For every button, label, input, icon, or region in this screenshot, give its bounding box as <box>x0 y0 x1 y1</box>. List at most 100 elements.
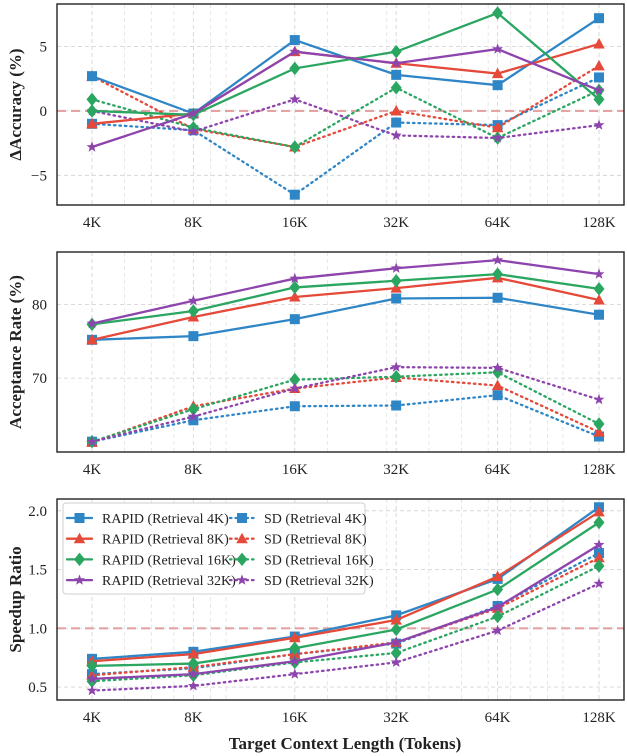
series-rapid-retrieval-16k- <box>86 6 605 122</box>
data-point <box>390 656 402 667</box>
legend-item: SD (Retrieval 32K) <box>228 574 374 589</box>
data-point <box>492 292 503 303</box>
data-point <box>492 43 504 54</box>
data-point <box>86 141 98 152</box>
data-point <box>390 646 402 660</box>
series-rapid-retrieval-16k- <box>86 515 605 673</box>
legend-item: SD (Retrieval 16K) <box>228 552 374 568</box>
series-line <box>90 11 601 116</box>
data-point <box>492 362 504 373</box>
legend-item: RAPID (Retrieval 32K) <box>65 574 236 589</box>
panel-2: 4K 8K 16K 32K 64K 128K 70 80 Acceptance Rate (%) <box>6 251 625 478</box>
data-point <box>492 80 503 91</box>
y-tick-label: 0.5 <box>28 680 47 696</box>
data-point <box>492 390 503 401</box>
x-tick-label: 16K <box>282 710 308 726</box>
legend-item: RAPID (Retrieval 4K) <box>65 512 229 527</box>
x-tick-label: 32K <box>383 462 409 478</box>
data-point <box>391 117 402 128</box>
data-point <box>289 272 301 284</box>
data-point <box>86 92 98 107</box>
y-tick-label: 70 <box>32 371 47 387</box>
data-point <box>289 401 300 412</box>
data-point <box>492 601 504 612</box>
data-point <box>86 317 98 329</box>
x-tick-label: 64K <box>485 710 511 726</box>
series-sd-retrieval-32k- <box>86 361 605 447</box>
data-point <box>390 369 402 384</box>
data-point <box>593 539 605 550</box>
y-tick-label: 2.0 <box>28 504 47 520</box>
star-marker-icon <box>236 574 248 585</box>
data-point <box>289 45 301 57</box>
data-point <box>87 71 97 82</box>
data-point <box>187 125 199 137</box>
x-tick-label: 4K <box>83 710 102 726</box>
legend-box <box>62 502 366 595</box>
data-point <box>492 582 504 597</box>
x-tick-label: 4K <box>83 462 102 478</box>
data-point <box>492 132 504 143</box>
data-point <box>492 6 504 20</box>
data-point <box>594 309 604 320</box>
data-point <box>289 655 301 666</box>
data-point <box>391 400 402 411</box>
diamond-marker-icon <box>74 552 85 567</box>
data-point <box>187 668 199 679</box>
data-point <box>86 684 98 696</box>
data-point <box>593 119 605 130</box>
x-tick-label: 32K <box>383 710 409 726</box>
data-point <box>390 361 402 372</box>
data-point <box>492 254 504 265</box>
data-point <box>187 295 199 306</box>
data-point <box>187 648 200 659</box>
data-point <box>289 641 301 656</box>
series-line <box>90 543 601 680</box>
data-point <box>390 262 402 273</box>
plot-frame <box>56 498 625 701</box>
data-point <box>188 415 199 426</box>
square-marker-icon <box>74 513 85 523</box>
data-point <box>593 551 605 563</box>
legend-label: RAPID (Retrieval 4K) <box>102 512 229 527</box>
y-axis-label: Acceptance Rate (%) <box>6 275 25 429</box>
series-sd-retrieval-32k- <box>86 93 605 143</box>
series-rapid-retrieval-16k- <box>86 267 605 332</box>
data-point <box>289 631 301 643</box>
legend-label: RAPID (Retrieval 16K) <box>102 553 236 568</box>
data-point <box>187 402 199 416</box>
x-tick-label: 64K <box>485 215 511 231</box>
data-point <box>594 72 604 83</box>
data-point <box>188 331 199 342</box>
series-line <box>90 98 601 140</box>
data-point <box>390 274 402 288</box>
series-sd-retrieval-4k- <box>87 72 604 200</box>
x-tick-label: 16K <box>282 215 308 231</box>
x-tick-label: 128K <box>582 215 616 231</box>
series-sd-retrieval-32k- <box>86 577 605 696</box>
data-point <box>391 69 402 80</box>
plot-frame <box>56 3 625 206</box>
data-point <box>593 393 605 405</box>
data-point <box>86 659 98 673</box>
data-point <box>491 379 504 391</box>
data-point <box>593 505 605 517</box>
data-point <box>492 267 504 281</box>
series-rapid-retrieval-4k- <box>87 292 604 345</box>
data-point <box>289 372 301 387</box>
data-point <box>593 268 605 279</box>
data-point <box>289 280 301 295</box>
data-point <box>86 333 98 345</box>
data-point <box>593 92 605 107</box>
data-point <box>187 656 199 671</box>
x-tick-label: 128K <box>582 710 616 726</box>
data-point <box>593 84 605 95</box>
data-point <box>289 314 300 325</box>
legend-label: SD (Retrieval 4K) <box>264 512 367 527</box>
series-rapid-retrieval-8k- <box>86 505 605 666</box>
series-line <box>90 564 601 683</box>
data-point <box>593 426 605 437</box>
data-point <box>86 435 98 447</box>
